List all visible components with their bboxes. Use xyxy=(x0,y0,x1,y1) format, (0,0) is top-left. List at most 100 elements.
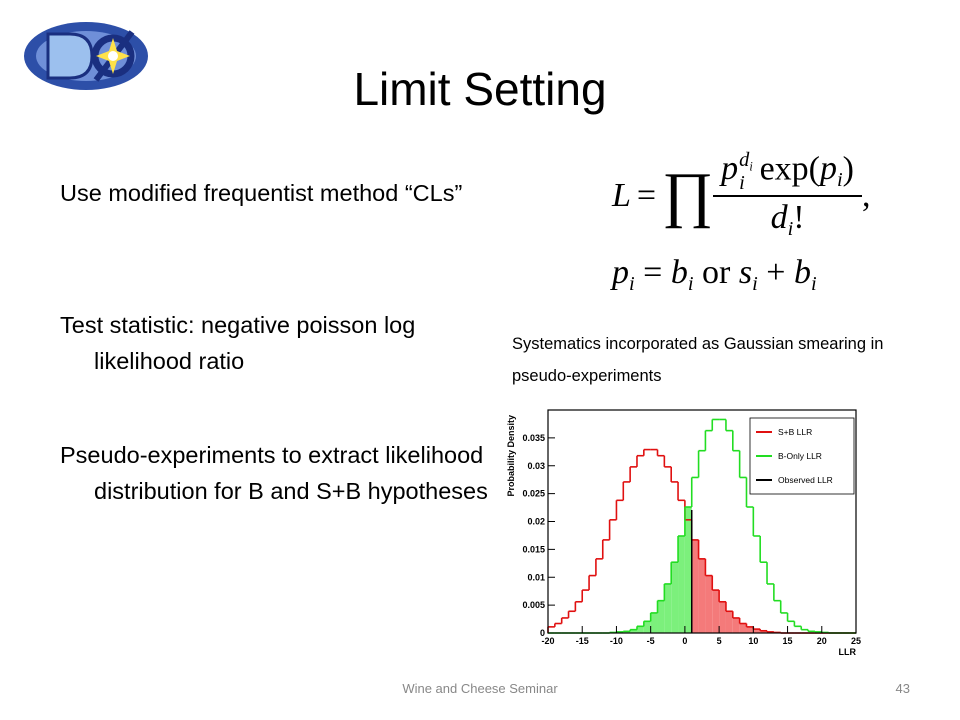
x-tick-label: -15 xyxy=(576,636,589,646)
bullet: Use modified frequentist method “CLs” xyxy=(60,180,463,206)
y-axis-label: Probability Density xyxy=(506,415,516,497)
formula-lhs: L xyxy=(612,176,631,214)
shaded-bin xyxy=(630,629,637,633)
formula-tail: , xyxy=(862,176,871,214)
formula-token: p di i xyxy=(721,150,753,193)
bullet: Pseudo-experiments to extract likelihood… xyxy=(60,442,488,504)
shaded-bin xyxy=(691,539,699,633)
shaded-bin xyxy=(678,535,685,633)
shaded-bin xyxy=(705,575,713,633)
formula-symbol: exp( xyxy=(752,150,820,188)
page-number: 43 xyxy=(895,681,910,696)
y-tick-label: 0.03 xyxy=(527,461,545,471)
formula-symbol: d xyxy=(739,149,750,171)
formula-symbol: d xyxy=(770,198,788,236)
formula-denominator: di! xyxy=(713,194,862,241)
x-tick-label: 15 xyxy=(783,636,793,646)
legend-label: B-Only LLR xyxy=(778,451,822,461)
x-tick-label: 0 xyxy=(682,636,687,646)
shaded-bin xyxy=(725,611,733,633)
x-tick-label: 5 xyxy=(717,636,722,646)
formula-symbol: or xyxy=(693,254,739,291)
formula-symbol: s xyxy=(738,254,753,291)
shaded-bin xyxy=(623,631,631,633)
formula-scripts: di i xyxy=(739,150,753,193)
shaded-bin xyxy=(684,507,692,633)
formula-fraction: p di i exp(pi) di! xyxy=(713,150,862,241)
x-tick-label: -10 xyxy=(610,636,623,646)
formula-token: di xyxy=(770,198,794,240)
formula-symbol: p xyxy=(721,150,739,188)
y-tick-label: 0.025 xyxy=(522,489,545,499)
shaded-bin xyxy=(643,621,651,633)
formula-equals: = xyxy=(636,176,657,214)
formula-symbol: b xyxy=(793,254,811,291)
formula-subscript: i xyxy=(787,218,794,241)
formula-subscript: i xyxy=(687,273,694,296)
formula-token: bi xyxy=(670,254,694,295)
shaded-bin xyxy=(753,629,761,633)
y-tick-label: 0.02 xyxy=(527,517,545,527)
caption: Systematics incorporated as Gaussian sme… xyxy=(512,335,884,385)
formula-subscript: i xyxy=(810,273,817,296)
formula-token: ) xyxy=(843,150,854,187)
legend-label: Observed LLR xyxy=(778,475,833,485)
logo xyxy=(24,22,148,90)
formula-subscript: i xyxy=(739,171,745,194)
formula-symbol: = xyxy=(634,254,671,291)
shaded-bin xyxy=(650,612,658,633)
shaded-bin xyxy=(739,623,747,633)
legend-label: S+B LLR xyxy=(778,427,812,437)
x-tick-label: 25 xyxy=(851,636,861,646)
formula-token: pi xyxy=(820,150,843,191)
y-tick-label: 0.01 xyxy=(527,572,545,582)
y-tick-label: 0.035 xyxy=(522,433,545,443)
formula-token: = xyxy=(635,254,671,291)
x-tick-label: -20 xyxy=(541,636,554,646)
slide-title: Limit Setting xyxy=(353,63,607,115)
formula-token: pi xyxy=(612,254,635,295)
formula-token: exp( xyxy=(753,150,820,187)
formula-subscript: i xyxy=(749,159,753,174)
shaded-bin xyxy=(712,590,720,633)
formula-symbol: ) xyxy=(842,150,854,188)
formula-token: + xyxy=(758,254,794,291)
likelihood-formula: L = ∏ p di i exp(pi) di! , xyxy=(612,150,871,241)
shaded-bin xyxy=(760,630,768,633)
formula-token: bi xyxy=(793,254,817,295)
formula-token: di xyxy=(739,149,753,174)
shaded-bin xyxy=(732,617,740,633)
y-tick-label: 0 xyxy=(540,628,545,638)
rate-formula: pi = bi or si + bi xyxy=(612,254,817,296)
y-tick-label: 0.005 xyxy=(522,600,545,610)
formula-token: ! xyxy=(793,199,804,236)
formula-subscript: i xyxy=(837,169,843,192)
shaded-bin xyxy=(698,558,706,633)
formula-subscript: i xyxy=(629,273,635,296)
formula-symbol: p xyxy=(820,150,837,188)
bullet: Test statistic: negative poisson log lik… xyxy=(60,312,416,374)
formula-symbol: p xyxy=(612,254,629,291)
formula-superscript: di xyxy=(739,150,753,173)
shaded-bin xyxy=(746,626,754,633)
shaded-bin xyxy=(671,562,679,633)
logo-star-core xyxy=(108,51,118,61)
footer: Wine and Cheese Seminar xyxy=(402,681,558,696)
formula-token: si xyxy=(738,254,758,295)
formula-symbol: b xyxy=(670,254,688,291)
x-tick-label: 10 xyxy=(748,636,758,646)
y-tick-label: 0.015 xyxy=(522,544,545,554)
shaded-bin xyxy=(657,600,665,633)
x-axis-label: LLR xyxy=(839,647,857,657)
shaded-bin xyxy=(636,626,644,633)
formula-numerator: p di i exp(pi) xyxy=(717,150,858,195)
x-tick-label: 20 xyxy=(817,636,827,646)
shaded-bin xyxy=(664,583,672,633)
shaded-bin xyxy=(719,601,726,633)
formula-subscript: i xyxy=(752,273,758,296)
x-tick-label: -5 xyxy=(647,636,655,646)
formula-symbol: + xyxy=(757,254,794,291)
formula-symbol: ! xyxy=(793,198,805,236)
formula-token: or xyxy=(694,254,739,291)
